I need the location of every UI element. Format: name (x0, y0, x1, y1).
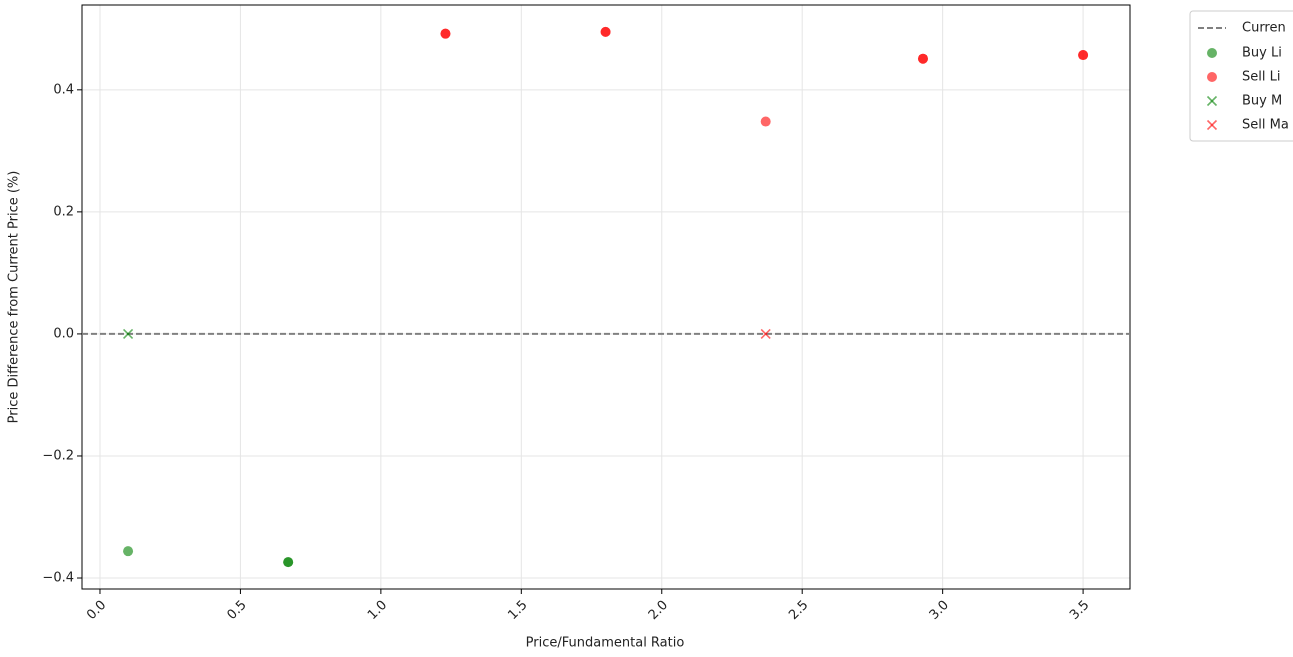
x-tick-label: 0.0 (84, 598, 109, 623)
point (123, 546, 134, 557)
legend-label: Sell Li (1242, 70, 1280, 85)
y-tick-label: −0.2 (42, 448, 74, 463)
legend-label: Curren (1242, 21, 1286, 36)
point (1078, 50, 1089, 61)
legend-label: Buy Li (1242, 46, 1282, 61)
y-tick-label: 0.4 (53, 82, 74, 97)
legend-key-stroke (1206, 119, 1218, 131)
x-axis-label: Price/Fundamental Ratio (526, 636, 685, 651)
x-tick-label: 2.5 (786, 598, 811, 623)
y-tick-label: −0.4 (42, 571, 74, 586)
y-tick-label: 0.2 (53, 204, 74, 219)
point (760, 328, 771, 339)
x-tick-label: 0.5 (224, 598, 249, 623)
point (283, 557, 294, 568)
legend-label: Buy M (1242, 94, 1282, 109)
x-tick-label: 1.0 (365, 598, 390, 623)
legend-key (1206, 119, 1218, 131)
y-axis-label: Price Difference from Current Price (%) (7, 171, 22, 424)
x-tick-label: 3.0 (927, 598, 952, 623)
point (123, 328, 134, 339)
point-stroke (123, 328, 134, 339)
point (760, 116, 771, 127)
point (440, 28, 451, 39)
legend-key (1206, 95, 1218, 107)
plot-frame (81, 4, 1131, 590)
legend-label: Sell Ma (1242, 118, 1289, 133)
point (917, 53, 928, 64)
legend-key (1207, 72, 1217, 82)
y-tick-label: 0.0 (53, 326, 74, 341)
legend-key (1207, 48, 1217, 58)
x-tick-label: 3.5 (1067, 598, 1092, 623)
point-stroke (760, 328, 771, 339)
point (600, 26, 611, 37)
legend-key-stroke (1206, 95, 1218, 107)
x-tick-label: 1.5 (505, 598, 530, 623)
legend-frame (1189, 10, 1293, 142)
x-tick-label: 2.0 (646, 598, 671, 623)
